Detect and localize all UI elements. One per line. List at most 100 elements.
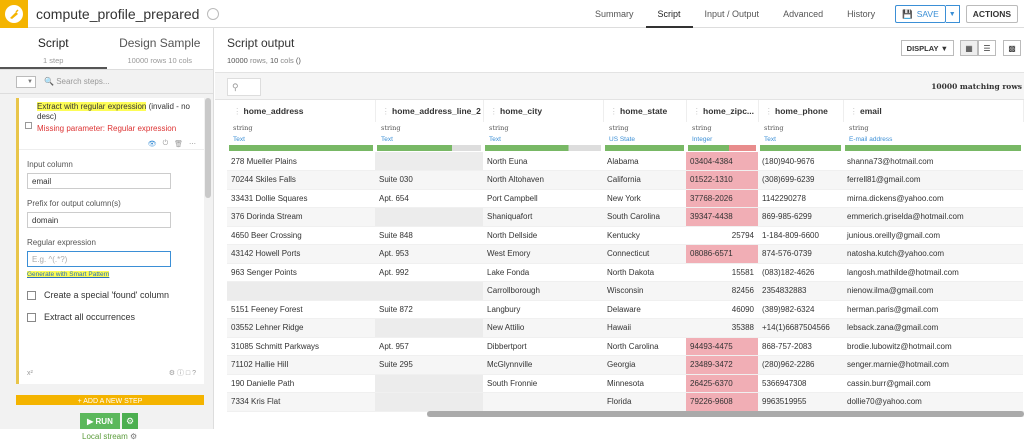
tab-script[interactable]: Script bbox=[645, 0, 693, 28]
column-header[interactable]: ⋮ home_phone bbox=[758, 100, 844, 122]
table-cell[interactable]: Apt. 953 bbox=[375, 244, 483, 264]
table-cell[interactable]: 23489-3472 bbox=[686, 355, 758, 375]
found-column-option[interactable]: Create a special 'found' column bbox=[27, 290, 204, 300]
table-cell[interactable]: Alabama bbox=[603, 152, 686, 171]
step-search-input[interactable]: 🔍 Search steps... bbox=[44, 77, 110, 86]
add-step-button[interactable]: + ADD A NEW STEP bbox=[16, 395, 204, 405]
step-card[interactable]: Extract with regular expression (invalid… bbox=[16, 98, 204, 384]
tab-summary[interactable]: Summary bbox=[594, 9, 634, 19]
all-occurrences-checkbox[interactable] bbox=[27, 312, 36, 322]
table-cell[interactable]: 2354832883 bbox=[758, 281, 843, 301]
table-cell[interactable]: nienow.ilma@gmail.com bbox=[843, 281, 1023, 301]
info-icon[interactable]: ⓘ bbox=[176, 370, 184, 377]
table-cell[interactable]: junious.oreilly@gmail.com bbox=[843, 226, 1023, 245]
table-cell[interactable]: 26425-6370 bbox=[686, 374, 758, 393]
table-cell[interactable]: 1-184-809-6600 bbox=[758, 226, 843, 245]
table-row[interactable]: 190 Danielle Path South Fronnie Minnesota 2… bbox=[227, 374, 1023, 393]
table-cell[interactable]: 963 Senger Points bbox=[227, 263, 375, 282]
table-cell[interactable]: North Dellside bbox=[483, 226, 603, 245]
tab-script-steps[interactable]: Script 1 step bbox=[0, 28, 107, 69]
table-cell[interactable]: New York bbox=[603, 189, 686, 208]
column-meaning[interactable]: Text bbox=[489, 135, 501, 143]
table-cell[interactable]: 03552 Lehner Ridge bbox=[227, 318, 375, 338]
table-cell[interactable]: (389)982-6324 bbox=[758, 300, 843, 319]
display-dropdown[interactable]: DISPLAY ▼ bbox=[900, 40, 954, 56]
step-header[interactable]: Extract with regular expression (invalid… bbox=[19, 98, 204, 150]
tab-input-output[interactable]: Input / Output bbox=[704, 9, 760, 19]
table-cell[interactable]: Georgia bbox=[603, 355, 686, 375]
table-cell[interactable]: Wisconsin bbox=[603, 281, 686, 301]
table-cell[interactable]: cassin.burr@gmail.com bbox=[843, 374, 1023, 393]
chart-view-icon[interactable]: ▩ bbox=[1003, 40, 1021, 56]
table-cell[interactable]: California bbox=[603, 170, 686, 190]
table-cell[interactable]: Minnesota bbox=[603, 374, 686, 393]
save-button[interactable]: 💾 SAVE bbox=[895, 5, 946, 23]
step-checkbox[interactable] bbox=[25, 122, 32, 129]
input-column-field[interactable]: email bbox=[27, 173, 171, 189]
column-header[interactable]: ⋮ home_city bbox=[483, 100, 604, 122]
table-cell[interactable]: 5151 Feeney Forest bbox=[227, 300, 375, 319]
actions-button[interactable]: ACTIONS bbox=[965, 5, 1018, 23]
table-cell[interactable]: 01522-1310 bbox=[686, 170, 758, 190]
table-row[interactable]: 7334 Kris Flat Florida 79226-9608 996351995… bbox=[227, 392, 1023, 412]
trash-icon[interactable]: 🗑 bbox=[174, 141, 183, 148]
select-all-checkbox[interactable]: ▼ bbox=[16, 75, 36, 88]
table-cell[interactable]: 70244 Skiles Falls bbox=[227, 170, 375, 190]
table-cell[interactable]: 874-576-0739 bbox=[758, 244, 843, 264]
column-header[interactable]: ⋮ home_zipc... bbox=[686, 100, 759, 122]
table-row[interactable]: 963 Senger Points Apt. 992 Lake Fonda North… bbox=[227, 263, 1023, 282]
table-cell[interactable]: 37768-2026 bbox=[686, 189, 758, 208]
run-button[interactable]: ▶ RUN bbox=[80, 413, 120, 429]
drag-handle-icon[interactable]: ⋮ bbox=[233, 105, 242, 116]
list-view-icon[interactable]: ☰ bbox=[978, 40, 996, 56]
table-cell[interactable]: 15581 bbox=[686, 263, 758, 282]
table-cell[interactable]: 1142290278 bbox=[758, 189, 843, 208]
table-cell[interactable]: emmerich.griselda@hotmail.com bbox=[843, 207, 1023, 227]
table-cell[interactable]: 5366947308 bbox=[758, 374, 843, 393]
more-icon[interactable]: ⋯ bbox=[189, 141, 196, 148]
column-header[interactable]: ⋮ home_address bbox=[227, 100, 376, 122]
gear-icon[interactable]: ⚙ bbox=[168, 370, 175, 377]
table-cell[interactable] bbox=[483, 392, 603, 412]
table-cell[interactable] bbox=[375, 318, 483, 338]
tab-history[interactable]: History bbox=[847, 9, 876, 19]
steps-scrollbar[interactable] bbox=[205, 98, 211, 198]
table-cell[interactable] bbox=[227, 281, 375, 301]
table-cell[interactable]: New Attilio bbox=[483, 318, 603, 338]
table-search-input[interactable]: ⚲ bbox=[227, 78, 261, 96]
quality-bar[interactable] bbox=[605, 145, 684, 151]
horizontal-scrollbar-thumb[interactable] bbox=[427, 411, 1024, 417]
table-cell[interactable]: (280)962-2286 bbox=[758, 355, 843, 375]
table-cell[interactable] bbox=[375, 207, 483, 227]
column-header[interactable]: ⋮ email bbox=[843, 100, 1024, 122]
table-cell[interactable]: 33431 Dollie Squares bbox=[227, 189, 375, 208]
smart-pattern-link[interactable]: Generate with Smart Pattern bbox=[27, 271, 110, 278]
quality-bar[interactable] bbox=[688, 145, 756, 151]
table-cell[interactable]: senger.marnie@hotmail.com bbox=[843, 355, 1023, 375]
table-cell[interactable]: Langbury bbox=[483, 300, 603, 319]
table-cell[interactable]: McGlynnville bbox=[483, 355, 603, 375]
table-cell[interactable]: Shaniquafort bbox=[483, 207, 603, 227]
tab-design-sample[interactable]: Design Sample 10000 rows 10 cols bbox=[107, 28, 214, 69]
table-cell[interactable]: brodie.lubowitz@hotmail.com bbox=[843, 337, 1023, 356]
table-cell[interactable]: 43142 Howell Ports bbox=[227, 244, 375, 264]
table-cell[interactable]: ferrell81@gmail.com bbox=[843, 170, 1023, 190]
power-icon[interactable]: ⏻ bbox=[162, 140, 169, 147]
table-row[interactable]: 31085 Schmitt Parkways Apt. 957 Dibbertpor… bbox=[227, 337, 1023, 356]
prefix-field[interactable]: domain bbox=[27, 212, 171, 228]
table-cell[interactable]: 869-985-6299 bbox=[758, 207, 843, 227]
drag-handle-icon[interactable]: ⋮ bbox=[692, 105, 702, 116]
table-cell[interactable]: +14(1)6687504566 bbox=[758, 318, 843, 338]
table-cell[interactable]: 46090 bbox=[686, 300, 758, 319]
run-settings-gear-icon[interactable]: ⚙ bbox=[122, 413, 138, 429]
table-cell[interactable]: (180)940-9676 bbox=[758, 152, 843, 171]
table-cell[interactable]: Port Campbell bbox=[483, 189, 603, 208]
table-cell[interactable]: West Emory bbox=[483, 244, 603, 264]
table-cell[interactable]: Apt. 654 bbox=[375, 189, 483, 208]
column-meaning[interactable]: US State bbox=[609, 135, 636, 143]
quality-bar[interactable] bbox=[229, 145, 373, 151]
table-cell[interactable]: 03404-4384 bbox=[686, 152, 758, 171]
table-cell[interactable]: Lake Fonda bbox=[483, 263, 603, 282]
table-cell[interactable] bbox=[375, 152, 483, 171]
table-row[interactable]: 278 Mueller Plains North Euna Alabama 03404… bbox=[227, 152, 1023, 171]
